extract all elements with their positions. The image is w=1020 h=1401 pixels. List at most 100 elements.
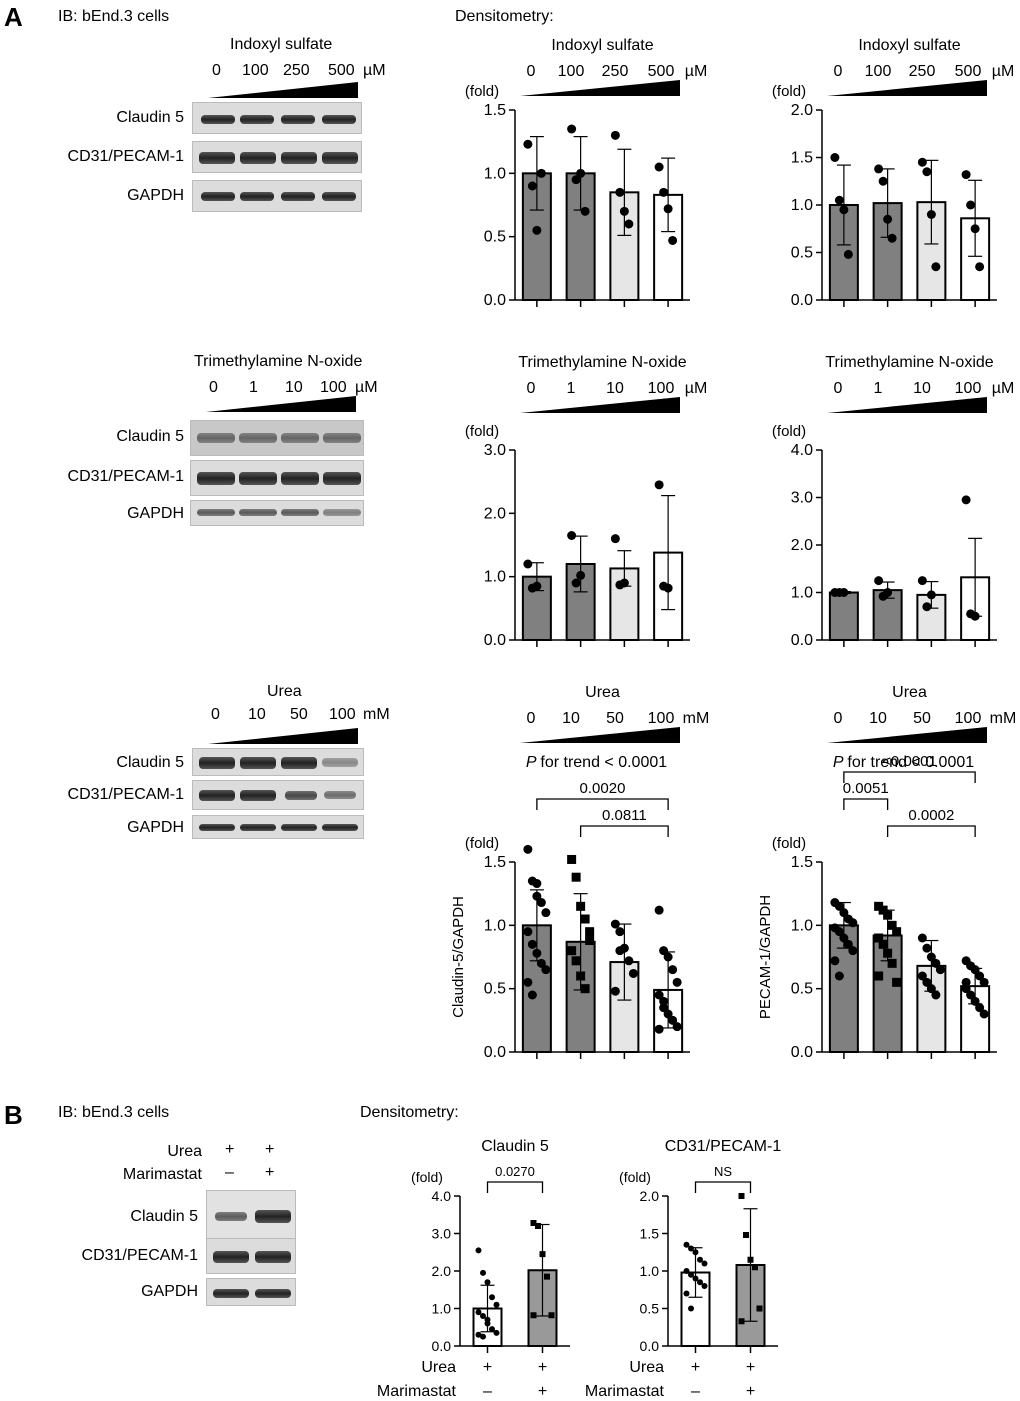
- data-point: [619, 206, 629, 216]
- dose-label: 0: [834, 380, 843, 397]
- sig-label: 0.0020: [580, 780, 626, 797]
- data-point: [530, 1312, 537, 1319]
- data-point: [756, 1305, 763, 1312]
- dose-label: 10: [562, 710, 580, 727]
- x-row-sign: –: [483, 1383, 492, 1400]
- data-point: [975, 971, 985, 981]
- x-row-sign: +: [746, 1359, 755, 1376]
- data-point: [966, 200, 976, 210]
- data-point: [747, 1256, 754, 1263]
- data-point: [834, 971, 844, 981]
- y-tick-label: 0.0: [432, 1338, 452, 1354]
- data-point: [663, 952, 673, 962]
- y-tick-label: 1.0: [640, 1263, 660, 1279]
- data-point: [567, 124, 577, 134]
- data-point: [475, 1247, 482, 1254]
- y-axis-label: PECAM-1/GAPDH: [757, 895, 774, 1019]
- y-tick-label: 1.0: [484, 165, 506, 182]
- blot-image: [206, 1238, 296, 1274]
- y-tick-label: 1.0: [791, 917, 813, 934]
- y-tick-label: 1.5: [484, 854, 506, 871]
- blot-row-label: CD31/PECAM-1: [67, 468, 184, 485]
- data-point: [874, 576, 884, 586]
- data-point: [970, 965, 980, 975]
- data-point: [970, 611, 980, 621]
- data-point: [926, 210, 936, 219]
- data-point: [843, 939, 853, 949]
- data-point: [654, 162, 664, 172]
- data-point: [830, 153, 840, 162]
- blot-row-label: Claudin 5: [116, 754, 184, 771]
- dose-label: 0: [212, 62, 221, 79]
- data-point: [610, 130, 620, 140]
- data-point: [917, 933, 927, 943]
- x-row-label: Marimastat: [377, 1383, 457, 1400]
- data-point: [922, 943, 932, 953]
- y-tick-label: 1.0: [484, 917, 506, 934]
- dose-label: 100: [558, 63, 585, 80]
- chart-header-title: Claudin 5: [481, 1138, 549, 1155]
- ib-label: IB: bEnd.3 cells: [58, 8, 170, 25]
- data-point: [926, 952, 936, 962]
- data-point: [628, 968, 638, 978]
- dose-label: 100: [648, 710, 675, 727]
- data-point: [527, 990, 537, 1000]
- x-row-sign: –: [691, 1383, 700, 1400]
- data-point: [567, 531, 577, 540]
- data-point: [966, 990, 976, 1000]
- blot-image: [192, 180, 362, 212]
- data-point: [931, 990, 941, 1000]
- dose-unit: mM: [990, 710, 1017, 727]
- data-point: [532, 879, 542, 889]
- data-point: [663, 1009, 673, 1019]
- blot-row-label: Claudin 5: [130, 1208, 198, 1225]
- blot-title: Trimethylamine N-oxide: [194, 353, 363, 370]
- dose-wedge: [208, 82, 358, 98]
- dose-label: 50: [913, 710, 931, 727]
- y-tick-label: 0.0: [791, 1044, 813, 1061]
- dose-unit: µM: [685, 63, 708, 80]
- dose-label: 100: [648, 380, 675, 397]
- y-tick-label: 1.0: [791, 585, 813, 602]
- data-point: [610, 534, 620, 544]
- data-point: [493, 1301, 500, 1308]
- data-point: [475, 1309, 482, 1316]
- sig-label: 0.0002: [908, 807, 954, 824]
- dose-label: 0: [209, 379, 218, 396]
- y-tick-label: 1.5: [640, 1226, 660, 1242]
- data-point: [883, 214, 893, 224]
- y-tick-label: 1.5: [791, 150, 813, 167]
- data-point: [624, 956, 634, 966]
- y-tick-label: 2.0: [432, 1263, 452, 1279]
- data-point: [839, 588, 849, 597]
- data-point: [536, 898, 546, 908]
- data-point: [848, 946, 858, 956]
- y-unit-label: (fold): [465, 423, 499, 440]
- dose-wedge: [520, 397, 680, 413]
- dose-label: 1: [874, 380, 883, 397]
- data-point: [931, 262, 941, 272]
- data-point: [484, 1316, 491, 1323]
- dose-label: 0: [527, 710, 536, 727]
- y-tick-label: 0.0: [484, 1044, 506, 1061]
- data-point: [493, 1329, 500, 1336]
- data-point: [883, 910, 893, 920]
- y-tick-label: 2.0: [484, 505, 506, 522]
- condition-sign: –: [225, 1164, 234, 1181]
- densitometry-label: Densitometry:: [360, 1104, 459, 1121]
- data-point: [922, 977, 932, 987]
- data-point: [883, 588, 893, 597]
- condition-sign: +: [265, 1164, 275, 1181]
- x-row-sign: +: [746, 1383, 755, 1400]
- dose-unit: mM: [683, 710, 710, 727]
- data-point: [571, 175, 581, 185]
- sig-bracket: [886, 825, 976, 837]
- y-tick-label: 1.0: [432, 1301, 452, 1317]
- data-point: [970, 224, 980, 234]
- blot-image: [190, 500, 364, 526]
- y-tick-label: 0.5: [791, 981, 813, 998]
- data-point: [688, 1305, 694, 1312]
- data-point: [532, 891, 542, 901]
